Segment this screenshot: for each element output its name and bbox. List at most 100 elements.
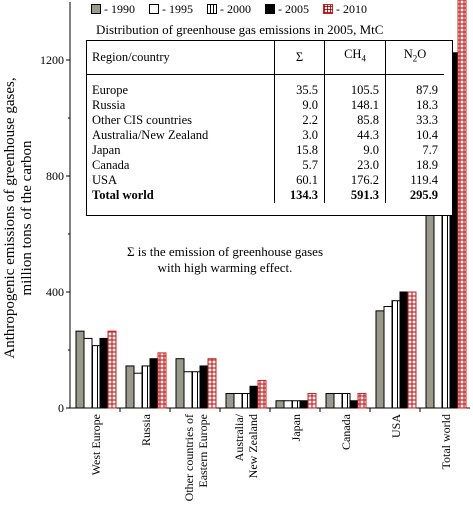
x-tick-label: Eastern Europe [196, 414, 210, 488]
table-cell: Russia [92, 98, 126, 112]
table-cell: 5.7 [274, 158, 325, 173]
x-tick-label: Other countries of [182, 414, 196, 501]
legend-label: - 1995 [162, 1, 193, 16]
bar-2005 [399, 291, 409, 409]
bar-2000 [341, 393, 351, 409]
table-cell: Other CIS countries [92, 113, 192, 127]
bar-2000 [141, 365, 151, 409]
table-cell: 2.2 [274, 113, 325, 128]
legend-label: - 2000 [220, 1, 251, 16]
legend-swatch [265, 4, 275, 14]
table-cell: Japan [92, 143, 121, 157]
legend: - 1990 - 1995 - 2000 - 2005 - 2010 [91, 0, 381, 18]
table-cell: 23.0 [324, 158, 386, 173]
emissions-table: Region/country Σ CH4 N2O Europe 35.5 105.5… [86, 40, 444, 203]
table-row: Other CIS countries 2.2 85.8 33.3 [86, 113, 444, 128]
bar-2005 [299, 400, 309, 409]
legend-label: - 1990 [104, 1, 135, 16]
table-cell: Canada [92, 158, 130, 172]
table-cell: 176.2 [324, 173, 386, 188]
bar-2010 [107, 330, 117, 409]
bar-group [75, 0, 467, 409]
legend-item: - 2000 [207, 0, 251, 18]
x-tick-label: Japan [289, 414, 303, 441]
bar-2005 [149, 358, 159, 409]
x-tick-labels: West Europe Russia Other countries of Easte… [89, 413, 453, 501]
x-tick-label: USA [389, 414, 403, 438]
bar-1990 [375, 310, 385, 409]
bar-2005 [99, 337, 109, 409]
table-header-row: Region/country Σ CH4 N2O [86, 40, 444, 75]
bar-1990 [225, 393, 235, 409]
table-row: Europe 35.5 105.5 87.9 [86, 83, 444, 98]
header-ch4: CH4 [324, 40, 386, 75]
x-tick-label: Total world [439, 414, 453, 469]
legend-item: - 1995 [149, 0, 193, 18]
bar-2000 [291, 400, 301, 409]
table-row: Australia/New Zealand 3.0 44.3 10.4 [86, 128, 444, 143]
bar-2010 [157, 352, 167, 409]
bar-1995 [83, 337, 93, 409]
legend-item: - 2010 [323, 0, 367, 18]
table-cell: Australia/New Zealand [92, 128, 209, 142]
y-tick-label: 800 [46, 169, 64, 183]
bar-1990 [125, 365, 135, 409]
bar-2010 [457, 0, 467, 409]
bar-1995 [333, 393, 343, 409]
table-cell: 15.8 [274, 143, 325, 158]
bar-2005 [349, 400, 359, 409]
bar-2010 [307, 393, 317, 409]
table-cell: 134.3 [274, 188, 325, 203]
table-cell: 18.9 [385, 158, 444, 173]
bar-1990 [275, 400, 285, 409]
table-cell: 148.1 [324, 98, 386, 113]
bar-2005 [199, 365, 209, 409]
legend-swatch [323, 4, 333, 14]
sigma-note: Σ is the emission of greenhouse gases wi… [126, 244, 324, 275]
table-cell: 35.5 [274, 83, 325, 98]
table-cell: 44.3 [324, 128, 386, 143]
legend-swatch [207, 4, 217, 14]
table-row: Japan 15.8 9.0 7.7 [86, 143, 444, 158]
bar-1990 [75, 330, 85, 409]
y-tick-label: 400 [46, 285, 64, 299]
table-cell: 591.3 [324, 188, 386, 203]
bar-1995 [233, 393, 243, 409]
table-cell: 85.8 [324, 113, 386, 128]
x-tick-label: New Zealand [246, 414, 260, 478]
y-tick-label: 0 [58, 401, 64, 415]
table-cell: 60.1 [274, 173, 325, 188]
table-row: Canada 5.7 23.0 18.9 [86, 158, 444, 173]
legend-swatch [149, 4, 159, 14]
bar-2005 [249, 385, 259, 409]
bar-2010 [257, 379, 267, 409]
table-cell: 18.3 [385, 98, 444, 113]
bar-2000 [91, 345, 101, 409]
legend-swatch [91, 4, 101, 14]
bar-1995 [383, 306, 393, 409]
bar-2000 [191, 371, 201, 409]
legend-label: - 2005 [278, 1, 309, 16]
bar-2000 [241, 393, 251, 409]
table-cell: Europe [92, 83, 129, 97]
bar-2000 [391, 300, 401, 409]
table-cell: 105.5 [324, 83, 386, 98]
bar-2010 [407, 291, 417, 409]
bar-1995 [283, 400, 293, 409]
legend-label: - 2010 [336, 1, 367, 16]
table-cell: 87.9 [385, 83, 444, 98]
table-row: Russia 9.0 148.1 18.3 [86, 98, 444, 113]
table-cell: 7.7 [385, 143, 444, 158]
bar-2010 [357, 393, 367, 409]
x-tick-label: Russia [139, 413, 153, 446]
table-cell: 9.0 [274, 98, 325, 113]
x-tick-label: West Europe [89, 414, 103, 475]
y-tick-label: 1200 [40, 53, 64, 67]
table-cell: 9.0 [324, 143, 386, 158]
table-total-row: Total world 134.3 591.3 295.9 [86, 188, 444, 203]
table-cell: 10.4 [385, 128, 444, 143]
table-cell: USA [92, 173, 118, 187]
table-cell: Total world [92, 188, 154, 202]
x-tick-label: Australia/ [232, 413, 246, 461]
